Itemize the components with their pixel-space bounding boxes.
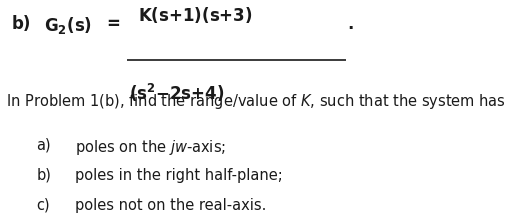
Text: poles in the right half-plane;: poles in the right half-plane; [75, 168, 283, 183]
Text: poles not on the real-axis.: poles not on the real-axis. [75, 198, 267, 213]
Text: =: = [107, 15, 121, 33]
Text: $\mathbf{K(s{+}1)(s{+}3)}$: $\mathbf{K(s{+}1)(s{+}3)}$ [138, 5, 252, 25]
Text: $\mathbf{(s^2{-}2s{+}4)}$: $\mathbf{(s^2{-}2s{+}4)}$ [129, 82, 224, 104]
Text: b): b) [36, 168, 51, 183]
Text: .: . [347, 15, 354, 33]
Text: poles on the $jw$-axis;: poles on the $jw$-axis; [75, 138, 226, 157]
Text: c): c) [36, 198, 50, 213]
Text: In Problem 1(b), find the range/value of $K$, such that the system has: In Problem 1(b), find the range/value of… [6, 92, 506, 111]
Text: a): a) [36, 138, 51, 153]
Text: $\mathbf{G_2(s)}$: $\mathbf{G_2(s)}$ [44, 15, 92, 36]
Text: b): b) [11, 15, 31, 33]
